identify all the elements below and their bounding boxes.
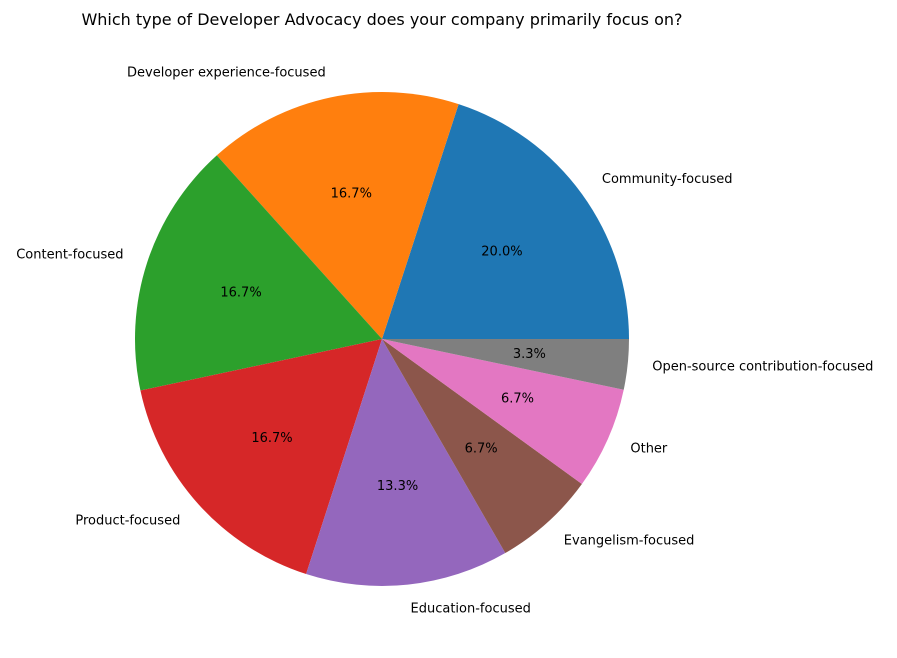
category-label-open-source-contribution-focused: Open-source contribution-focused — [652, 360, 873, 375]
percent-label-product-focused: 16.7% — [251, 431, 292, 446]
category-labels: Community-focused Developer experience-fo… — [16, 66, 873, 617]
pie-slice-developer-experience-focused — [216, 92, 459, 339]
category-label-product-focused: Product-focused — [75, 514, 180, 529]
pie-slice-community-focused — [382, 104, 629, 339]
pie-slice-open-source-contribution-focused — [382, 339, 629, 390]
pie-slice-product-focused — [140, 339, 382, 575]
percent-label-other: 6.7% — [501, 392, 534, 407]
pie-slice-evangelism-focused — [382, 339, 582, 554]
pie-slice-other — [382, 339, 624, 485]
category-label-other: Other — [630, 442, 668, 457]
pie-slice-education-focused — [306, 339, 506, 586]
category-label-evangelism-focused: Evangelism-focused — [564, 533, 695, 548]
pie-slice-content-focused — [135, 155, 382, 391]
chart-title: Which type of Developer Advocacy does yo… — [81, 10, 682, 29]
percent-label-education-focused: 13.3% — [377, 479, 418, 494]
percent-label-developer-experience-focused: 16.7% — [331, 187, 372, 202]
category-label-education-focused: Education-focused — [411, 602, 531, 617]
percent-label-evangelism-focused: 6.7% — [465, 442, 498, 457]
category-label-developer-experience-focused: Developer experience-focused — [127, 66, 326, 81]
percent-label-open-source-contribution-focused: 3.3% — [513, 347, 546, 362]
category-label-content-focused: Content-focused — [16, 248, 123, 263]
pie-slices — [135, 92, 629, 586]
percent-labels: 20.0% 16.7% 16.7% 16.7% 13.3% 6.7% 6.7% 3.3% — [220, 187, 546, 494]
category-label-community-focused: Community-focused — [602, 172, 733, 187]
percent-label-community-focused: 20.0% — [481, 244, 522, 259]
percent-label-content-focused: 16.7% — [220, 286, 261, 301]
